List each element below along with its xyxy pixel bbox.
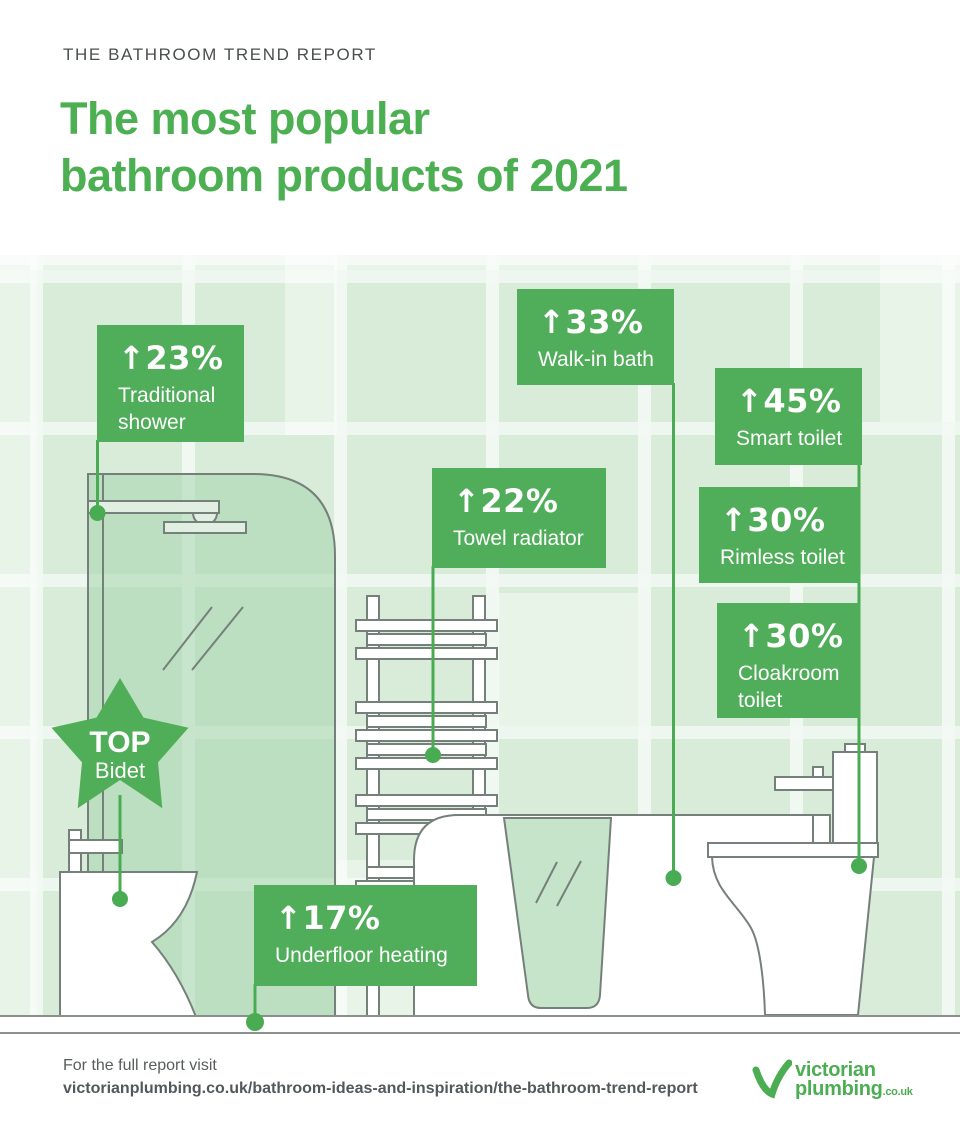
- tile-light-patch: [498, 593, 638, 726]
- tile-grout-patch: [0, 255, 960, 270]
- product-name: Traditional shower: [118, 384, 216, 434]
- label-rimless-toilet: ↑30% Rimless toilet: [699, 487, 860, 583]
- label-smart-toilet: ↑45% Smart toilet: [715, 368, 862, 465]
- label-towel-radiator: ↑22% Towel radiator: [432, 468, 606, 568]
- tile-light-patch: [285, 255, 337, 435]
- logo-suffix: .co.uk: [882, 1086, 913, 1098]
- percent-line: ↑33%: [538, 302, 666, 342]
- label-underfloor-heating: ↑17% Underfloor heating: [254, 885, 477, 986]
- up-arrow-icon: ↑: [275, 899, 303, 937]
- up-arrow-icon: ↑: [118, 339, 146, 377]
- percent-line: ↑22%: [453, 481, 598, 521]
- logo-checkmark-icon: [752, 1059, 793, 1099]
- product-name: Underfloor heating: [275, 944, 448, 967]
- page-title: The most popular bathroom products of 20…: [60, 90, 628, 204]
- page-title-line2: bathroom products of 2021: [60, 150, 628, 201]
- footer-visit-text: For the full report visit: [63, 1057, 217, 1074]
- product-name: Towel radiator: [453, 527, 584, 550]
- up-arrow-icon: ↑: [538, 303, 566, 341]
- percent-line: ↑30%: [738, 616, 852, 656]
- victorian-plumbing-logo: victorian plumbing.co.uk: [752, 1058, 913, 1105]
- logo-word2: plumbing: [795, 1078, 883, 1100]
- up-arrow-icon: ↑: [453, 482, 481, 520]
- tile-light-patch: [880, 255, 960, 422]
- up-arrow-icon: ↑: [736, 382, 764, 420]
- percent-value: 23%: [145, 339, 224, 377]
- percent-line: ↑30%: [720, 500, 852, 540]
- logo-wordmark: victorian plumbing.co.uk: [795, 1059, 913, 1102]
- percent-value: 45%: [763, 382, 842, 420]
- top-badge-product: Bidet: [94, 758, 146, 783]
- up-arrow-icon: ↑: [738, 617, 766, 655]
- percent-value: 30%: [765, 617, 844, 655]
- product-name: Cloakroom toilet: [738, 662, 840, 712]
- label-traditional-shower: ↑23% Traditional shower: [97, 325, 244, 442]
- percent-value: 33%: [565, 303, 644, 341]
- percent-value: 22%: [480, 482, 559, 520]
- label-walk-in-bath: ↑33% Walk-in bath: [517, 289, 674, 385]
- up-arrow-icon: ↑: [720, 501, 748, 539]
- percent-value: 30%: [747, 501, 826, 539]
- top-product-badge: TOP Bidet: [58, 727, 182, 784]
- logo-word2-line: plumbing.co.uk: [795, 1078, 913, 1102]
- logo-word1: victorian: [795, 1059, 876, 1081]
- percent-line: ↑17%: [275, 898, 469, 938]
- percent-line: ↑45%: [736, 381, 854, 421]
- percent-line: ↑23%: [118, 338, 236, 378]
- product-name: Walk-in bath: [538, 348, 654, 371]
- percent-value: 17%: [302, 899, 381, 937]
- tile-grout-patch: [0, 255, 37, 1033]
- page-title-line1: The most popular: [60, 93, 430, 144]
- report-label: THE BATHROOM TREND REPORT: [63, 45, 377, 64]
- top-badge-label: TOP: [89, 726, 151, 759]
- product-name: Rimless toilet: [720, 546, 845, 569]
- footer-report-url: victorianplumbing.co.uk/bathroom-ideas-a…: [63, 1080, 698, 1097]
- label-cloakroom-toilet: ↑30% Cloakroom toilet: [717, 603, 860, 718]
- product-name: Smart toilet: [736, 427, 843, 450]
